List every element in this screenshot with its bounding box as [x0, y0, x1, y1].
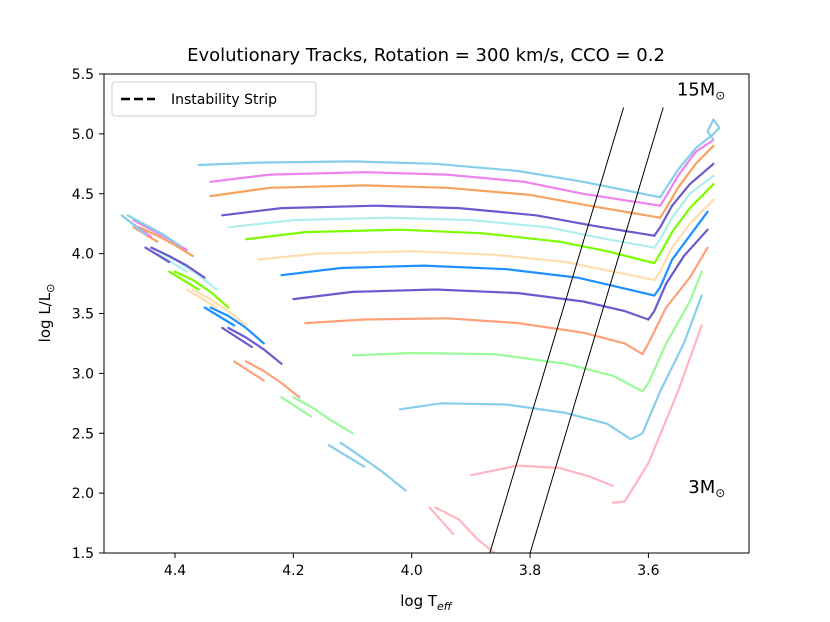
track-hook	[428, 506, 455, 535]
evolutionary-tracks	[120, 118, 721, 553]
track-series	[280, 270, 703, 435]
track-hook	[280, 396, 313, 418]
x-axis: 4.4 4.2 4.0 3.8 3.6	[164, 553, 660, 579]
track-hg	[469, 464, 614, 487]
track-ms	[126, 214, 182, 248]
track-rgb	[659, 144, 715, 219]
x-axis-title-sub: eff	[437, 600, 453, 613]
mass-label-sub: ⊙	[715, 486, 725, 500]
track-series	[120, 118, 721, 248]
chart-title: Evolutionary Tracks, Rotation = 300 km/s…	[187, 45, 665, 66]
y-tick-label: 2.5	[72, 426, 94, 442]
track-hook	[221, 326, 253, 349]
mass-label: 15M⊙	[677, 80, 726, 103]
track-rgb	[647, 228, 709, 321]
track-hg	[227, 216, 656, 249]
track-hg	[221, 204, 656, 237]
instability-strip-red-edge	[529, 107, 664, 553]
track-series	[233, 246, 709, 399]
x-tick-label: 4.4	[164, 563, 186, 579]
track-hook	[233, 360, 265, 382]
track-hg	[209, 171, 662, 207]
track-ms	[227, 326, 283, 365]
mass-label-sub: ⊙	[715, 89, 725, 103]
track-ms	[150, 246, 206, 279]
track-hook	[185, 288, 218, 309]
track-ms	[339, 441, 407, 492]
x-tick-label: 4.2	[282, 563, 304, 579]
track-hook	[144, 246, 171, 264]
legend-label: Instability Strip	[171, 92, 277, 108]
track-rgb	[653, 210, 709, 297]
legend: Instability Strip	[111, 81, 317, 117]
track-hg	[244, 228, 656, 265]
track-hg	[304, 317, 644, 356]
track-series	[221, 228, 709, 365]
track-ms	[209, 306, 265, 345]
track-hook	[203, 306, 236, 327]
instability-strip	[489, 107, 664, 553]
track-series	[144, 162, 715, 279]
y-tick-label: 4.0	[72, 247, 94, 263]
track-rgb	[641, 270, 703, 393]
track-rgb	[611, 324, 703, 504]
track-rgb	[653, 162, 715, 237]
y-axis-title: log L/L⊙	[36, 284, 57, 343]
y-tick-label: 1.5	[72, 546, 94, 562]
x-tick-label: 3.6	[637, 563, 659, 579]
track-rgb	[629, 294, 703, 441]
y-tick-label: 2.0	[72, 486, 94, 502]
track-hg	[280, 264, 656, 297]
mass-label-main: 3M	[688, 477, 715, 498]
y-tick-label: 4.5	[72, 187, 94, 203]
y-tick-label: 3.0	[72, 366, 94, 382]
mass-annotations: 15M⊙3M⊙	[677, 80, 726, 501]
track-ms	[244, 360, 301, 399]
y-axis-title-sub: ⊙	[44, 284, 57, 293]
track-hg	[398, 402, 632, 441]
track-rgb	[653, 198, 715, 282]
mass-label: 3M⊙	[688, 477, 725, 500]
track-series	[185, 198, 715, 327]
x-tick-label: 4.0	[401, 563, 423, 579]
track-rgb	[653, 174, 715, 249]
x-axis-title-main: log T	[400, 592, 438, 610]
track-rgb	[659, 118, 721, 199]
track-series	[156, 174, 715, 291]
track-hook	[168, 270, 200, 291]
y-tick-label: 5.0	[72, 127, 94, 143]
track-hook	[327, 444, 366, 468]
track-ms	[173, 270, 230, 309]
mass-label-main: 15M	[677, 80, 715, 101]
track-hg	[292, 288, 650, 321]
track-hg	[256, 250, 656, 282]
y-tick-label: 5.5	[72, 67, 94, 83]
track-ms	[434, 506, 496, 553]
track-ms	[191, 288, 248, 327]
x-tick-label: 3.8	[519, 563, 541, 579]
track-series	[132, 144, 715, 258]
track-hg	[209, 184, 662, 219]
track-series	[327, 294, 703, 492]
track-hg	[351, 351, 644, 393]
legend-box	[111, 81, 317, 117]
track-hook	[120, 214, 147, 236]
track-series	[168, 183, 715, 309]
track-ms	[138, 226, 194, 258]
y-axis: 1.5 2.0 2.5 3.0 3.5 4.0 4.5 5.0 5.5	[72, 67, 104, 562]
y-axis-title-main: log L/L	[36, 292, 54, 342]
x-axis-title: log Teff	[400, 592, 453, 613]
track-series	[203, 210, 709, 345]
track-rgb	[653, 183, 715, 265]
track-ms	[292, 396, 354, 435]
y-tick-label: 3.5	[72, 307, 94, 323]
track-series	[428, 324, 703, 553]
track-rgb	[641, 246, 709, 356]
track-rgb	[659, 138, 715, 207]
instability-strip-blue-edge	[489, 107, 625, 553]
track-hg	[197, 160, 662, 199]
